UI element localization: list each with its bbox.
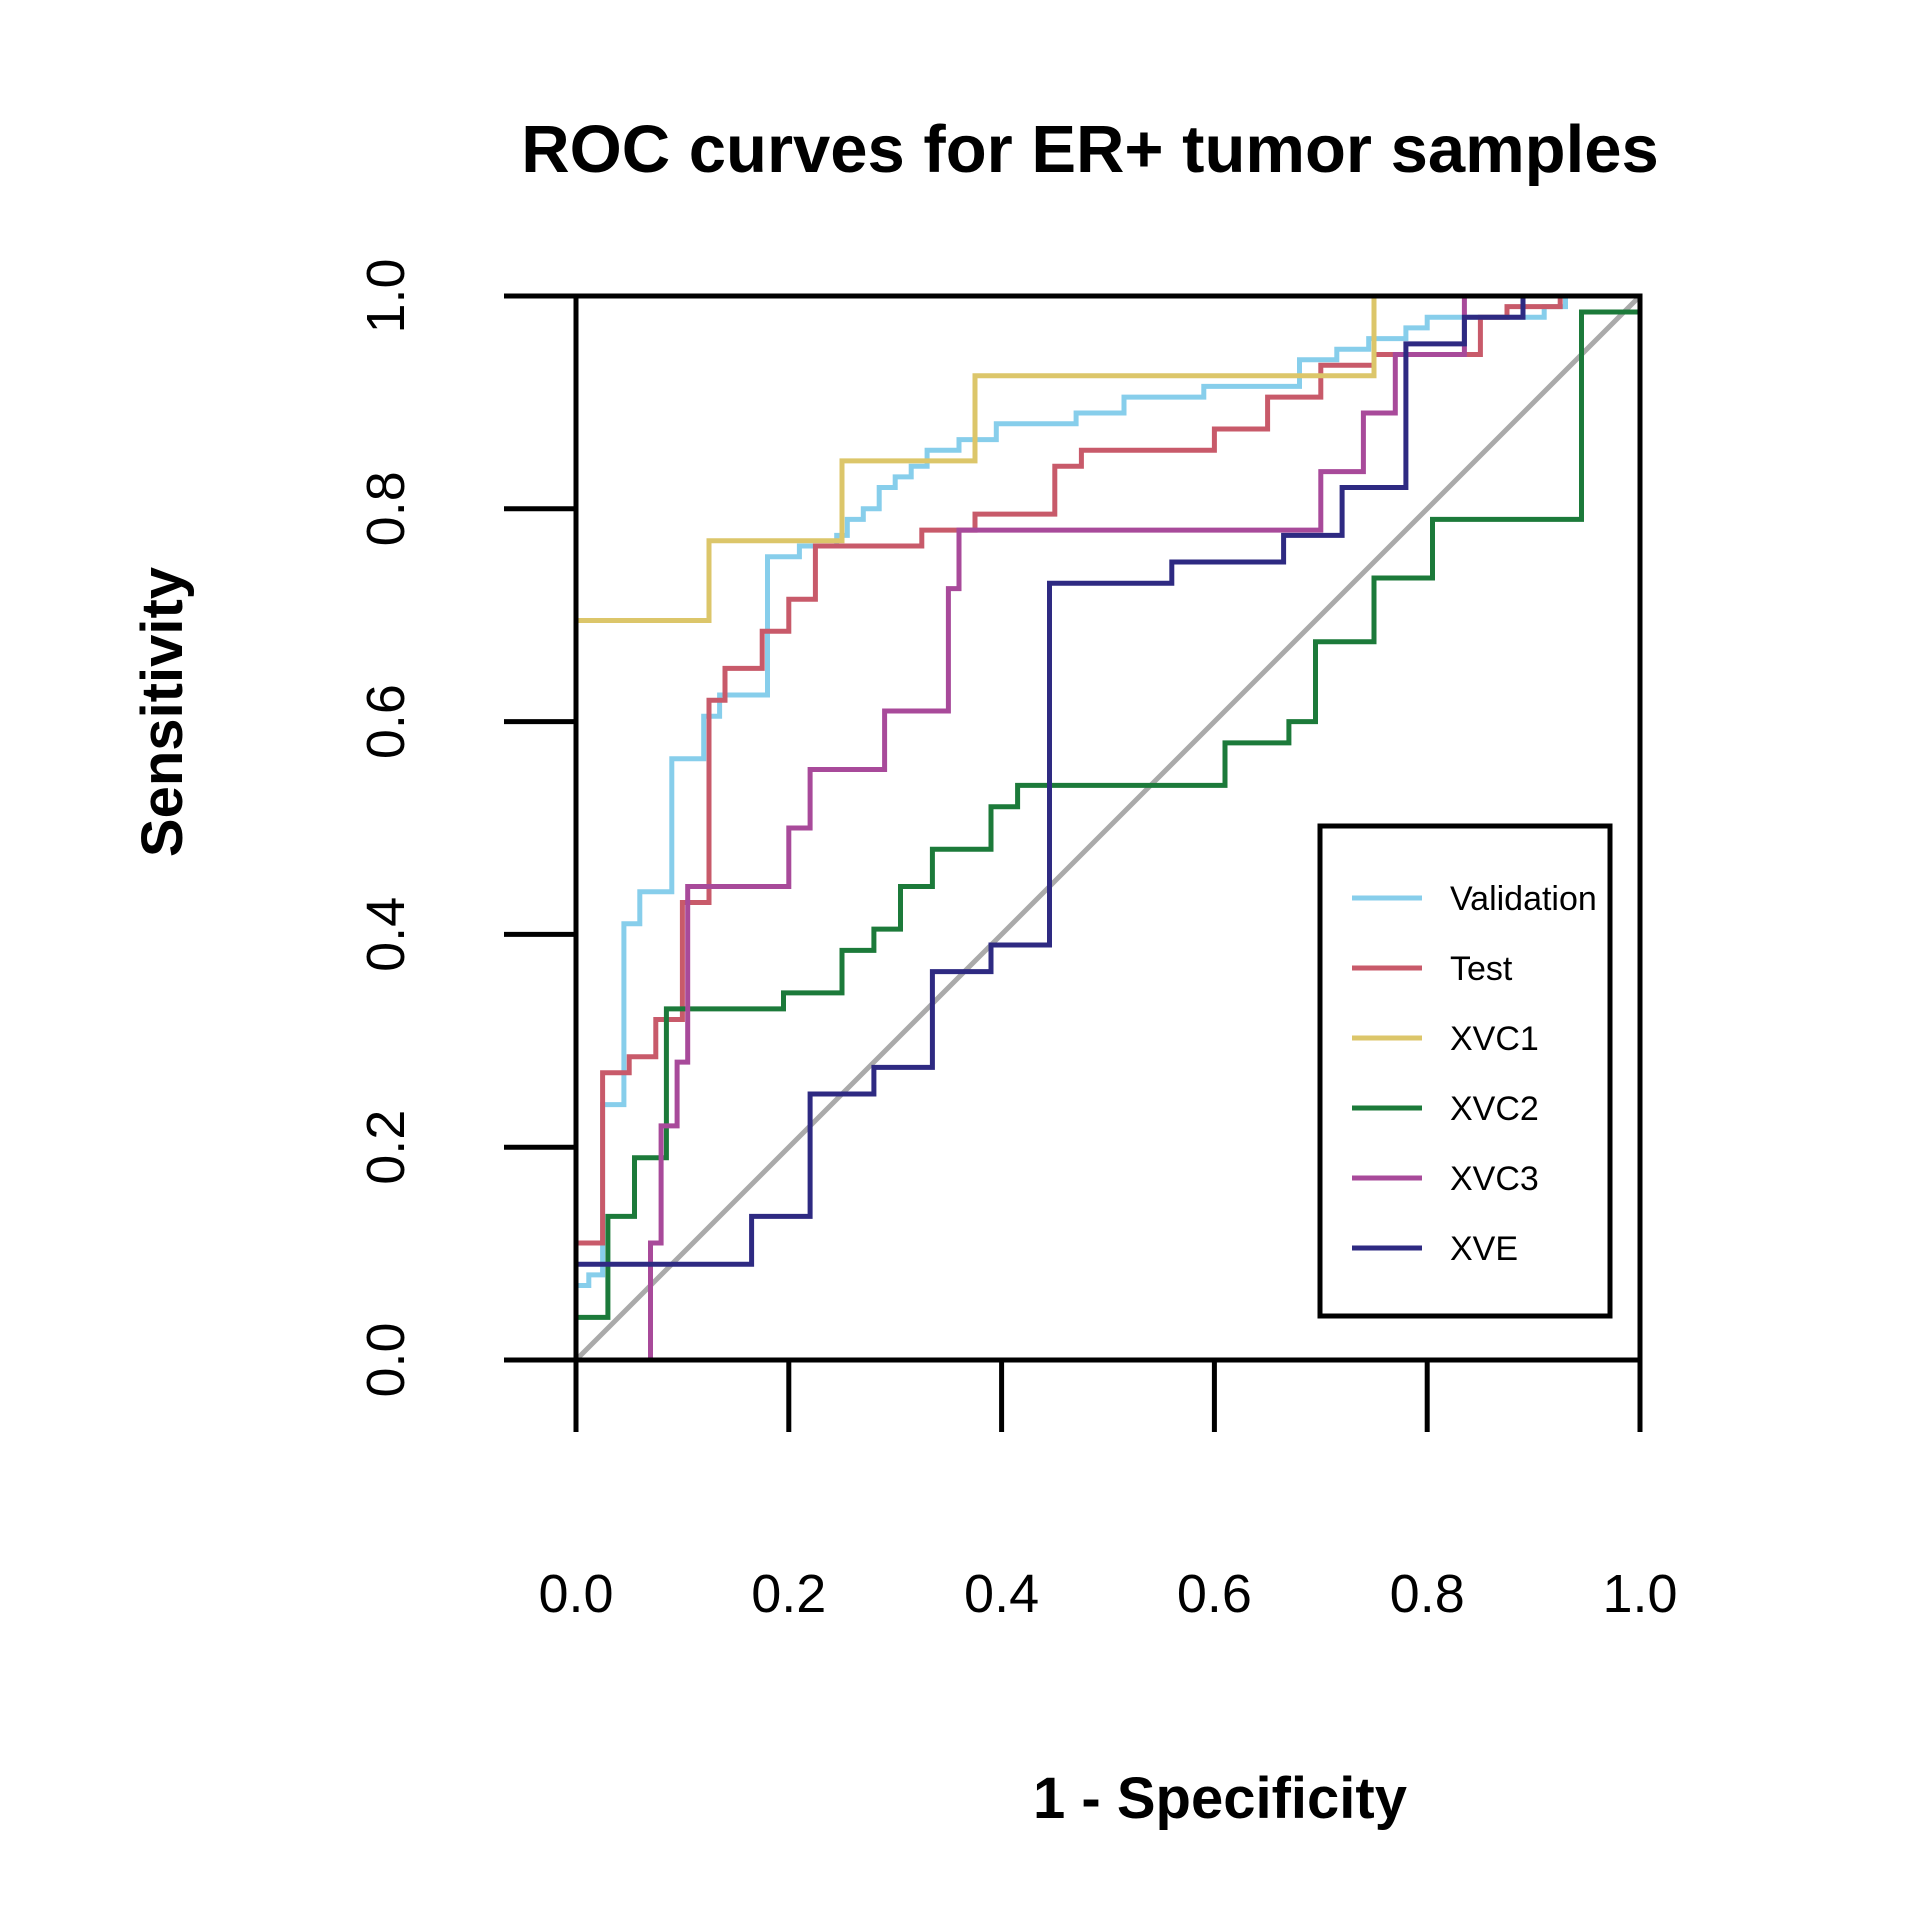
legend: Validation Test XVC1 XVC2 XVC3 XVE: [1317, 823, 1613, 1319]
series-layer: [573, 293, 1643, 1363]
legend-label-validation: Validation: [1450, 880, 1597, 918]
y-axis-label: Sensitivity: [130, 567, 195, 857]
reference-diagonal-line: [574, 294, 1642, 1362]
x-tick-label: 1.0: [1602, 1564, 1677, 1624]
legend-label-xvc3: XVC3: [1450, 1160, 1539, 1198]
legend-label-xvc1: XVC1: [1450, 1020, 1539, 1058]
axes-layer: 0.0 0.2 0.4 0.6 0.8 1.0 0.0 0.2 0.4 0.6 0.8 1.0: [356, 258, 1678, 1624]
x-tick-label: 0.4: [964, 1564, 1039, 1624]
legend-box: [1317, 823, 1613, 1319]
plot-frame: [573, 293, 1643, 1363]
y-tick-label: 0.4: [356, 897, 416, 972]
series-line-xve: [573, 293, 1640, 1360]
series-line-xvc3: [576, 293, 1640, 1363]
chart-title: ROC curves for ER+ tumor samples: [521, 112, 1659, 187]
legend-label-xvc2: XVC2: [1450, 1090, 1539, 1128]
x-tick-label: 0.2: [751, 1564, 826, 1624]
y-tick-label: 0.2: [356, 1110, 416, 1185]
x-tick-label: 0.6: [1177, 1564, 1252, 1624]
legend-label-xve: XVE: [1450, 1230, 1518, 1268]
x-axis-label: 1 - Specificity: [1033, 1766, 1407, 1831]
legend-label-test: Test: [1450, 950, 1513, 988]
y-tick-label: 1.0: [356, 258, 416, 333]
series-line-validation: [573, 293, 1640, 1360]
series-line-xvc1: [573, 293, 1640, 1360]
x-tick-label: 0.0: [538, 1564, 613, 1624]
y-tick-label: 0.6: [356, 684, 416, 759]
y-tick-label: 0.0: [356, 1322, 416, 1397]
y-tick-label: 0.8: [356, 471, 416, 546]
x-tick-label: 0.8: [1390, 1564, 1465, 1624]
